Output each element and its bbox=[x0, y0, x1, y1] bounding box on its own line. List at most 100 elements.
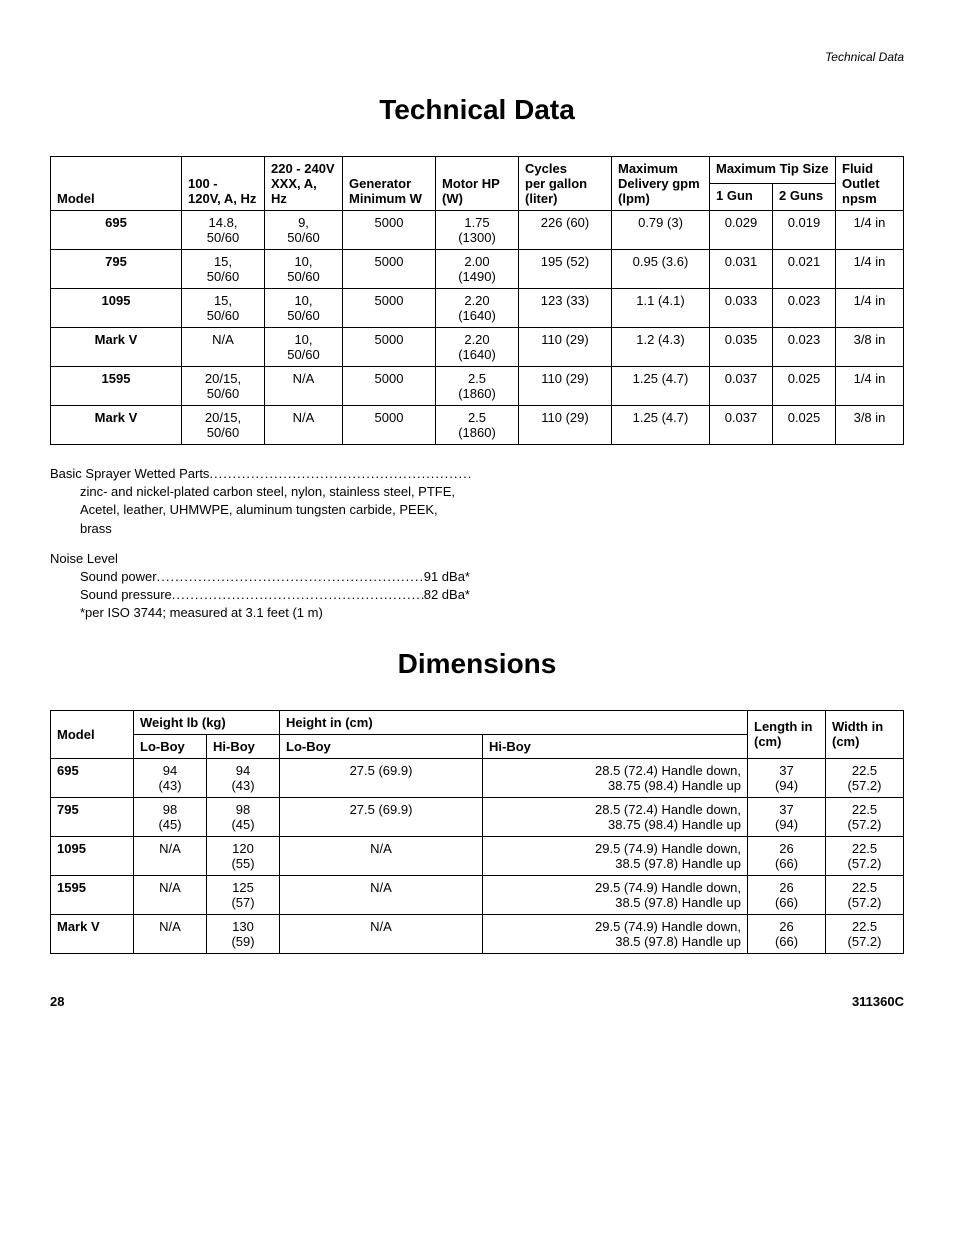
cell-hiboy-height: 29.5 (74.9) Handle down,38.5 (97.8) Hand… bbox=[483, 914, 748, 953]
sound-pressure-value: 82 dBa* bbox=[424, 586, 470, 604]
th-height: Height in (cm) bbox=[280, 710, 748, 734]
cell-hiboy-weight: 125(57) bbox=[207, 875, 280, 914]
cell-1gun: 0.037 bbox=[710, 406, 773, 445]
cell-motor: 2.5(1860) bbox=[436, 367, 519, 406]
cell-model: 1595 bbox=[51, 875, 134, 914]
cell-width: 22.5(57.2) bbox=[826, 758, 904, 797]
cell-cycles: 110 (29) bbox=[519, 367, 612, 406]
technical-data-table: Model 100 -120V, A, Hz 220 - 240VXXX, A,… bbox=[50, 156, 904, 445]
cell-100v: N/A bbox=[182, 328, 265, 367]
cell-delivery: 1.25 (4.7) bbox=[612, 406, 710, 445]
cell-gen: 5000 bbox=[343, 289, 436, 328]
cell-model: 695 bbox=[51, 758, 134, 797]
wetted-parts-label: Basic Sprayer Wetted Parts bbox=[50, 465, 209, 483]
cell-100v: 20/15,50/60 bbox=[182, 406, 265, 445]
page-section-header: Technical Data bbox=[50, 50, 904, 64]
cell-width: 22.5(57.2) bbox=[826, 797, 904, 836]
cell-cycles: 110 (29) bbox=[519, 406, 612, 445]
cell-cycles: 123 (33) bbox=[519, 289, 612, 328]
cell-motor: 1.75(1300) bbox=[436, 211, 519, 250]
cell-fluid: 3/8 in bbox=[836, 328, 904, 367]
cell-delivery: 1.1 (4.1) bbox=[612, 289, 710, 328]
th-hiboy-w: Hi-Boy bbox=[207, 734, 280, 758]
cell-delivery: 1.2 (4.3) bbox=[612, 328, 710, 367]
cell-hiboy-weight: 98(45) bbox=[207, 797, 280, 836]
th-fluid: FluidOutlet npsm bbox=[836, 157, 904, 211]
cell-gen: 5000 bbox=[343, 367, 436, 406]
cell-220v: N/A bbox=[265, 406, 343, 445]
cell-1gun: 0.033 bbox=[710, 289, 773, 328]
cell-100v: 15,50/60 bbox=[182, 250, 265, 289]
cell-model: 1095 bbox=[51, 289, 182, 328]
table-row: 1595N/A125(57)N/A29.5 (74.9) Handle down… bbox=[51, 875, 904, 914]
cell-hiboy-weight: 130(59) bbox=[207, 914, 280, 953]
cell-hiboy-height: 29.5 (74.9) Handle down,38.5 (97.8) Hand… bbox=[483, 836, 748, 875]
cell-100v: 14.8,50/60 bbox=[182, 211, 265, 250]
cell-2guns: 0.021 bbox=[773, 250, 836, 289]
cell-1gun: 0.037 bbox=[710, 367, 773, 406]
cell-cycles: 195 (52) bbox=[519, 250, 612, 289]
iso-note: *per ISO 3744; measured at 3.1 feet (1 m… bbox=[50, 604, 470, 622]
cell-hiboy-height: 28.5 (72.4) Handle down,38.75 (98.4) Han… bbox=[483, 797, 748, 836]
th-2guns: 2 Guns bbox=[773, 184, 836, 211]
cell-220v: 9,50/60 bbox=[265, 211, 343, 250]
table-row: 159520/15,50/60N/A50002.5(1860)110 (29)1… bbox=[51, 367, 904, 406]
cell-gen: 5000 bbox=[343, 250, 436, 289]
cell-2guns: 0.023 bbox=[773, 328, 836, 367]
cell-hiboy-weight: 94(43) bbox=[207, 758, 280, 797]
cell-delivery: 1.25 (4.7) bbox=[612, 367, 710, 406]
th-motor: Motor HP (W) bbox=[436, 157, 519, 211]
cell-motor: 2.20(1640) bbox=[436, 328, 519, 367]
cell-loboy-weight: 94(43) bbox=[134, 758, 207, 797]
notes-block: Basic Sprayer Wetted Parts zinc- and nic… bbox=[50, 465, 470, 623]
cell-100v: 20/15,50/60 bbox=[182, 367, 265, 406]
table-row: 109515,50/6010,50/6050002.20(1640)123 (3… bbox=[51, 289, 904, 328]
cell-model: 795 bbox=[51, 797, 134, 836]
cell-length: 37(94) bbox=[748, 797, 826, 836]
cell-gen: 5000 bbox=[343, 211, 436, 250]
cell-length: 26(66) bbox=[748, 875, 826, 914]
table-row: Mark V20/15,50/60N/A50002.5(1860)110 (29… bbox=[51, 406, 904, 445]
th-width: Width in (cm) bbox=[826, 710, 904, 758]
cell-loboy-weight: N/A bbox=[134, 836, 207, 875]
cell-motor: 2.20(1640) bbox=[436, 289, 519, 328]
th-length: Length in (cm) bbox=[748, 710, 826, 758]
cell-1gun: 0.029 bbox=[710, 211, 773, 250]
cell-loboy-height: 27.5 (69.9) bbox=[280, 758, 483, 797]
cell-loboy-height: 27.5 (69.9) bbox=[280, 797, 483, 836]
cell-hiboy-weight: 120(55) bbox=[207, 836, 280, 875]
cell-delivery: 0.95 (3.6) bbox=[612, 250, 710, 289]
title-dimensions: Dimensions bbox=[50, 648, 904, 680]
cell-220v: N/A bbox=[265, 367, 343, 406]
cell-1gun: 0.035 bbox=[710, 328, 773, 367]
cell-delivery: 0.79 (3) bbox=[612, 211, 710, 250]
sound-power-label: Sound power bbox=[80, 568, 157, 586]
cell-width: 22.5(57.2) bbox=[826, 875, 904, 914]
cell-fluid: 1/4 in bbox=[836, 211, 904, 250]
table-row: 79598(45)98(45)27.5 (69.9)28.5 (72.4) Ha… bbox=[51, 797, 904, 836]
cell-loboy-height: N/A bbox=[280, 914, 483, 953]
cell-length: 26(66) bbox=[748, 914, 826, 953]
cell-220v: 10,50/60 bbox=[265, 250, 343, 289]
cell-length: 37(94) bbox=[748, 758, 826, 797]
page-footer: 28 311360C bbox=[50, 994, 904, 1009]
wetted-parts-body: zinc- and nickel-plated carbon steel, ny… bbox=[50, 483, 470, 538]
cell-cycles: 226 (60) bbox=[519, 211, 612, 250]
cell-motor: 2.00(1490) bbox=[436, 250, 519, 289]
title-technical-data: Technical Data bbox=[50, 94, 904, 126]
th-model2: Model bbox=[51, 710, 134, 758]
cell-model: 1595 bbox=[51, 367, 182, 406]
dimensions-table: Model Weight lb (kg) Height in (cm) Leng… bbox=[50, 710, 904, 954]
th-delivery: MaximumDelivery gpm (lpm) bbox=[612, 157, 710, 211]
table-row: 69594(43)94(43)27.5 (69.9)28.5 (72.4) Ha… bbox=[51, 758, 904, 797]
th-hiboy-h: Hi-Boy bbox=[483, 734, 748, 758]
cell-gen: 5000 bbox=[343, 406, 436, 445]
cell-loboy-height: N/A bbox=[280, 836, 483, 875]
cell-loboy-height: N/A bbox=[280, 875, 483, 914]
cell-model: Mark V bbox=[51, 914, 134, 953]
cell-fluid: 1/4 in bbox=[836, 289, 904, 328]
th-100v: 100 -120V, A, Hz bbox=[182, 157, 265, 211]
cell-100v: 15,50/60 bbox=[182, 289, 265, 328]
sound-power-value: 91 dBa* bbox=[424, 568, 470, 586]
th-generator: GeneratorMinimum W bbox=[343, 157, 436, 211]
